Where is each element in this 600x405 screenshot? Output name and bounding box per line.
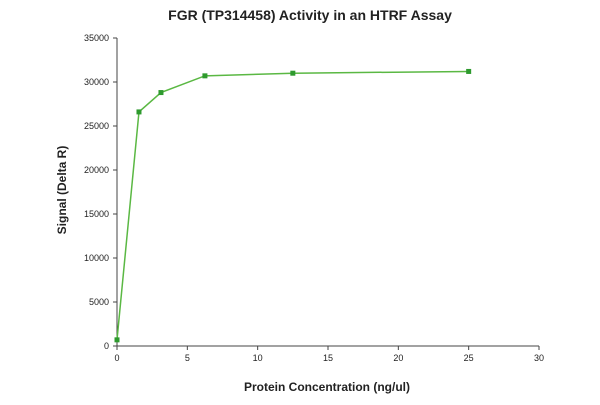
x-axis-label: Protein Concentration (ng/ul) bbox=[244, 380, 410, 394]
y-tick-label: 5000 bbox=[89, 297, 109, 307]
series-group bbox=[114, 68, 472, 343]
x-tick-label: 0 bbox=[114, 353, 119, 363]
x-tick-label: 25 bbox=[464, 353, 474, 363]
y-tick-label: 20000 bbox=[84, 165, 109, 175]
data-point bbox=[202, 73, 208, 79]
chart-title: FGR (TP314458) Activity in an HTRF Assay bbox=[168, 7, 452, 23]
y-tick-label: 10000 bbox=[84, 253, 109, 263]
y-tick-label: 15000 bbox=[84, 209, 109, 219]
axes bbox=[113, 37, 540, 350]
y-tick-label: 30000 bbox=[84, 77, 109, 87]
data-point bbox=[114, 337, 120, 343]
y-tick-label: 25000 bbox=[84, 121, 109, 131]
y-tick-label: 0 bbox=[104, 341, 109, 351]
y-axis-label: Signal (Delta R) bbox=[55, 146, 69, 235]
tick-labels: 0 5 10 15 20 25 30 0 5000 10000 15000 20000 25000 300… bbox=[84, 33, 544, 363]
x-tick-label: 10 bbox=[253, 353, 263, 363]
data-point bbox=[466, 68, 472, 74]
x-tick-label: 20 bbox=[393, 353, 403, 363]
x-tick-label: 5 bbox=[185, 353, 190, 363]
data-point bbox=[290, 70, 296, 76]
x-tick-label: 15 bbox=[323, 353, 333, 363]
series-line bbox=[116, 70, 469, 340]
data-point bbox=[158, 90, 164, 96]
data-point bbox=[136, 109, 142, 115]
y-tick-label: 35000 bbox=[84, 33, 109, 43]
x-tick-label: 30 bbox=[534, 353, 544, 363]
